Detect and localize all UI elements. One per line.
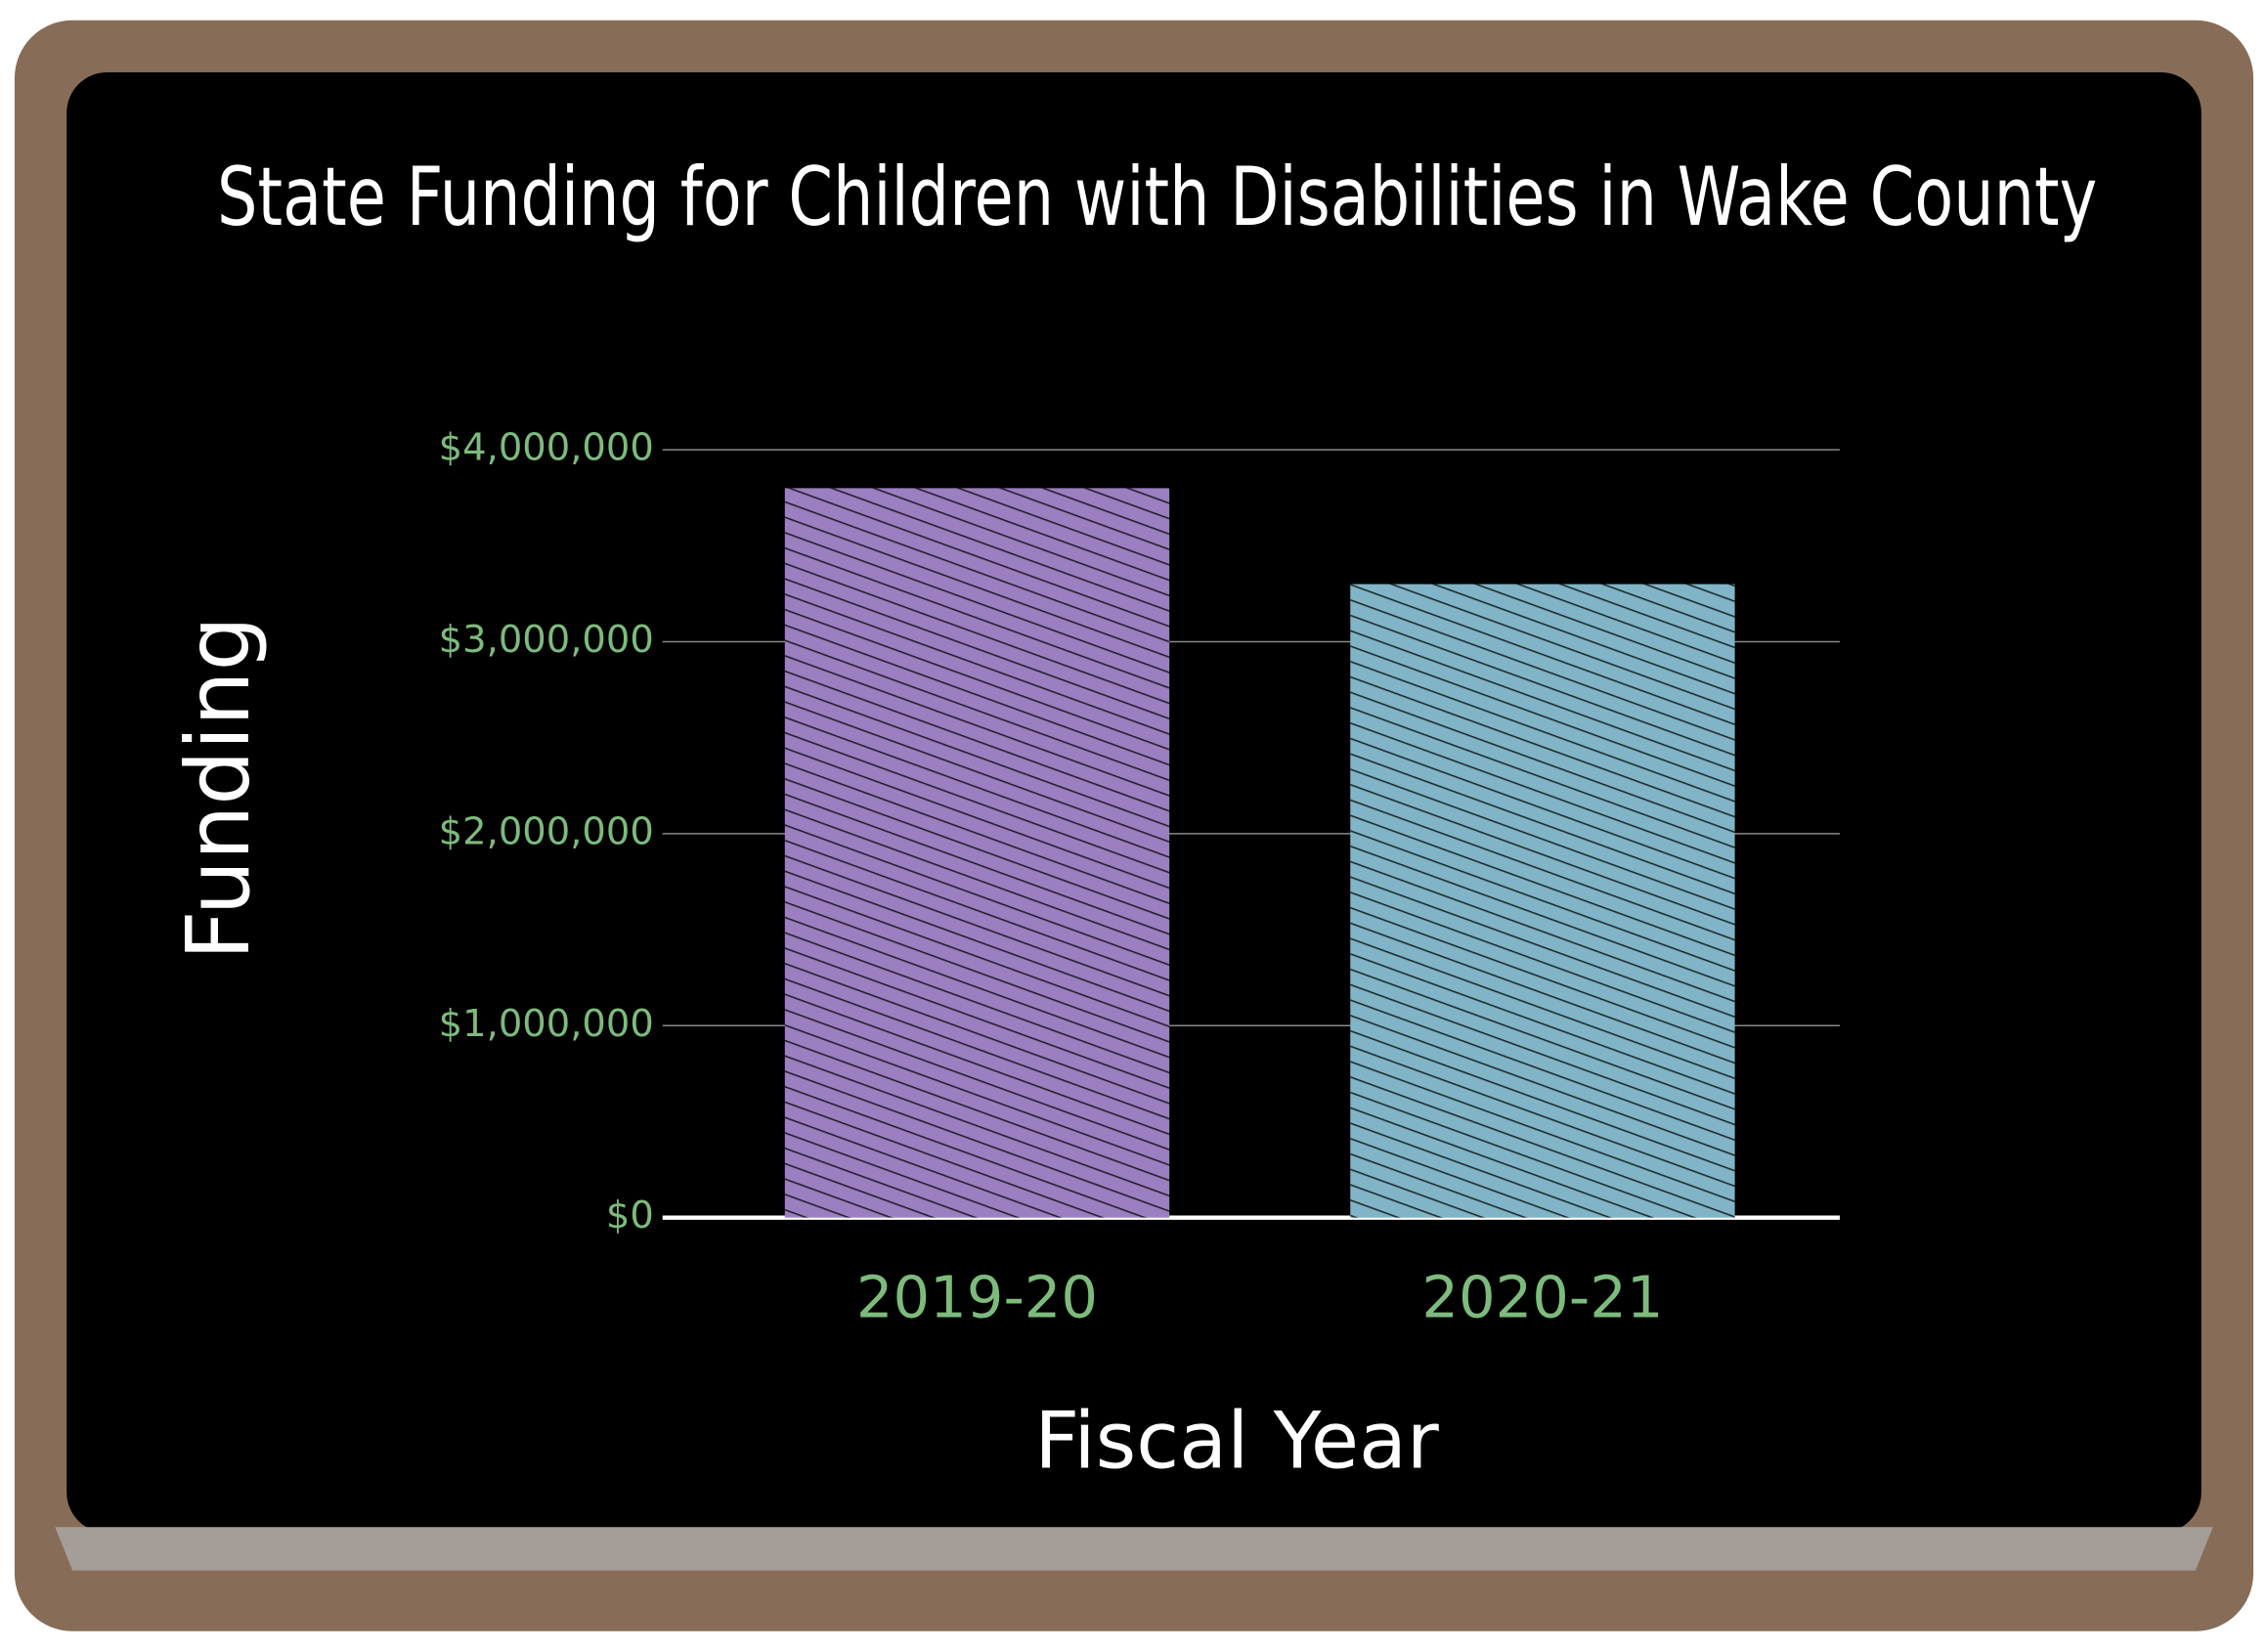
- bar-hatching: [1350, 584, 1735, 1218]
- y-tick-label: $1,000,000: [439, 1002, 654, 1046]
- x-tick-label: 2020-21: [1421, 1264, 1663, 1331]
- y-tick-label: $3,000,000: [439, 618, 654, 662]
- y-tick-label: $4,000,000: [439, 426, 654, 470]
- bar-hatching: [784, 488, 1170, 1218]
- chart-title: State Funding for Children with Disabili…: [217, 150, 2097, 244]
- chalk-ledge: [55, 1527, 2213, 1571]
- x-axis-label: Fiscal Year: [1034, 1395, 1439, 1486]
- bar-group: [784, 488, 1170, 1218]
- y-tick-label: $2,000,000: [439, 809, 654, 853]
- y-axis-label: Funding: [168, 616, 269, 960]
- y-tick-label: $0: [606, 1194, 654, 1238]
- bar-group: [1350, 584, 1735, 1218]
- x-tick-label: 2019-20: [856, 1264, 1098, 1331]
